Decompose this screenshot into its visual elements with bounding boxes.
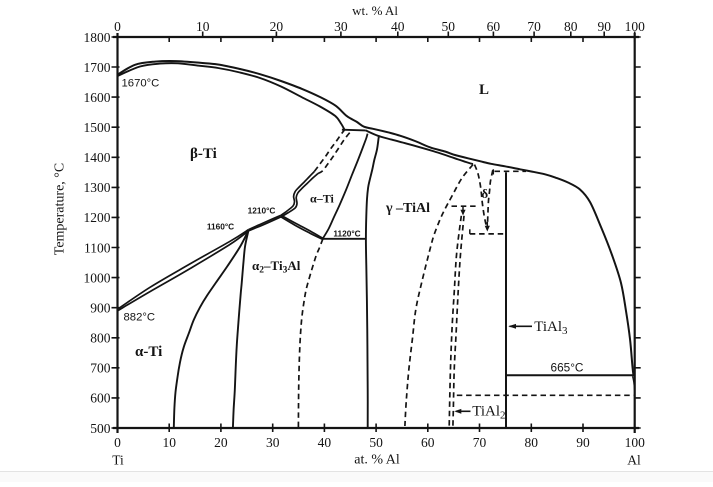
svg-text:α–Ti: α–Ti bbox=[310, 191, 334, 205]
svg-text:50: 50 bbox=[442, 19, 456, 34]
svg-text:wt. % Al: wt. % Al bbox=[352, 3, 398, 18]
svg-text:40: 40 bbox=[391, 19, 405, 34]
svg-text:500: 500 bbox=[90, 421, 111, 436]
svg-text:80: 80 bbox=[564, 19, 578, 34]
svg-text:1120°C: 1120°C bbox=[333, 229, 360, 239]
svg-text:1800: 1800 bbox=[84, 30, 111, 45]
svg-text:1700: 1700 bbox=[84, 60, 111, 75]
svg-text:at. % Al: at. % Al bbox=[354, 453, 400, 468]
svg-text:30: 30 bbox=[334, 19, 348, 34]
svg-text:40: 40 bbox=[318, 435, 332, 450]
svg-text:1200: 1200 bbox=[84, 210, 111, 225]
svg-text:100: 100 bbox=[625, 19, 646, 34]
svg-text:TiAl3: TiAl3 bbox=[534, 319, 568, 337]
svg-text:90: 90 bbox=[597, 19, 611, 34]
svg-text:1210°C: 1210°C bbox=[248, 205, 276, 215]
svg-text:α-Ti: α-Ti bbox=[135, 344, 162, 360]
svg-text:60: 60 bbox=[421, 435, 435, 450]
svg-text:800: 800 bbox=[90, 331, 111, 346]
svg-text:1300: 1300 bbox=[84, 180, 111, 195]
svg-text:γ –TiAl: γ –TiAl bbox=[385, 201, 430, 216]
svg-text:10: 10 bbox=[162, 435, 176, 450]
svg-text:Al: Al bbox=[627, 453, 641, 468]
svg-text:1600: 1600 bbox=[84, 90, 111, 105]
svg-text:TiAl2: TiAl2 bbox=[472, 404, 505, 422]
svg-text:30: 30 bbox=[266, 435, 280, 450]
svg-text:δ: δ bbox=[481, 186, 488, 201]
svg-text:1100: 1100 bbox=[84, 240, 111, 255]
svg-text:700: 700 bbox=[90, 361, 111, 376]
svg-text:10: 10 bbox=[196, 19, 210, 34]
svg-text:1000: 1000 bbox=[84, 270, 111, 285]
svg-text:70: 70 bbox=[473, 435, 487, 450]
svg-text:α2–Ti3Al: α2–Ti3Al bbox=[252, 258, 301, 276]
svg-text:β-Ti: β-Ti bbox=[190, 146, 217, 162]
svg-text:Ti: Ti bbox=[112, 453, 124, 468]
svg-text:70: 70 bbox=[527, 19, 541, 34]
svg-text:20: 20 bbox=[214, 435, 228, 450]
svg-text:80: 80 bbox=[525, 435, 539, 450]
svg-text:1160°C: 1160°C bbox=[207, 221, 234, 231]
svg-text:Temperature, °C: Temperature, °C bbox=[53, 163, 68, 255]
svg-text:600: 600 bbox=[90, 391, 111, 406]
svg-text:20: 20 bbox=[270, 19, 284, 34]
svg-text:90: 90 bbox=[576, 435, 590, 450]
svg-text:0: 0 bbox=[114, 19, 121, 34]
svg-text:0: 0 bbox=[114, 435, 121, 450]
svg-text:1400: 1400 bbox=[84, 150, 111, 165]
svg-text:50: 50 bbox=[369, 435, 383, 450]
svg-text:882°C: 882°C bbox=[124, 312, 156, 324]
svg-text:L: L bbox=[479, 82, 489, 98]
svg-text:900: 900 bbox=[90, 301, 111, 316]
svg-text:60: 60 bbox=[487, 19, 501, 34]
svg-text:100: 100 bbox=[625, 435, 646, 450]
svg-text:1500: 1500 bbox=[84, 120, 111, 135]
svg-text:1670°C: 1670°C bbox=[122, 78, 160, 90]
svg-text:665°C: 665°C bbox=[551, 361, 584, 375]
